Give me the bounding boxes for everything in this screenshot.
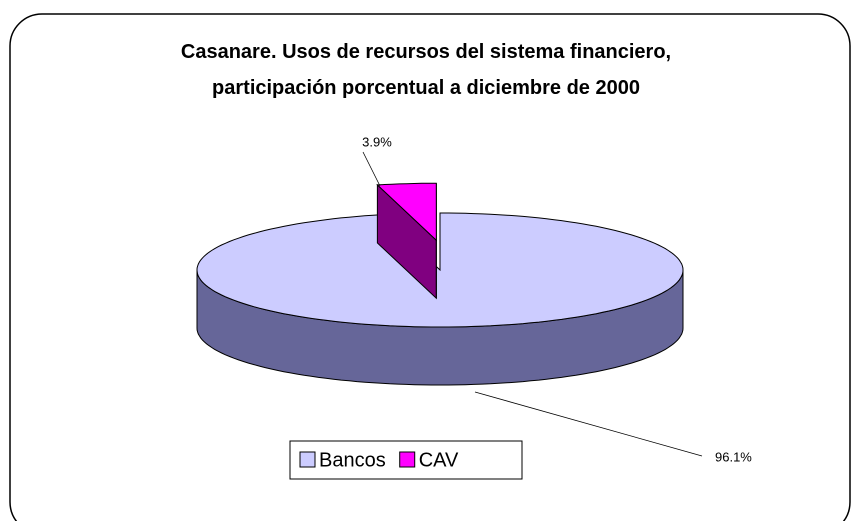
data-label: 96.1% (715, 449, 752, 464)
data-label: 3.9% (362, 134, 392, 149)
chart-title: Casanare. Usos de recursos del sistema f… (180, 41, 672, 99)
leader-line (362, 151, 381, 187)
legend-swatch (299, 451, 316, 468)
leader-line (474, 391, 703, 457)
slice (196, 212, 684, 328)
pie (196, 182, 684, 386)
legend-label: Bancos (319, 449, 386, 471)
slice (376, 182, 437, 242)
legend-label: CAV (419, 449, 459, 471)
legend-swatch (399, 451, 416, 468)
